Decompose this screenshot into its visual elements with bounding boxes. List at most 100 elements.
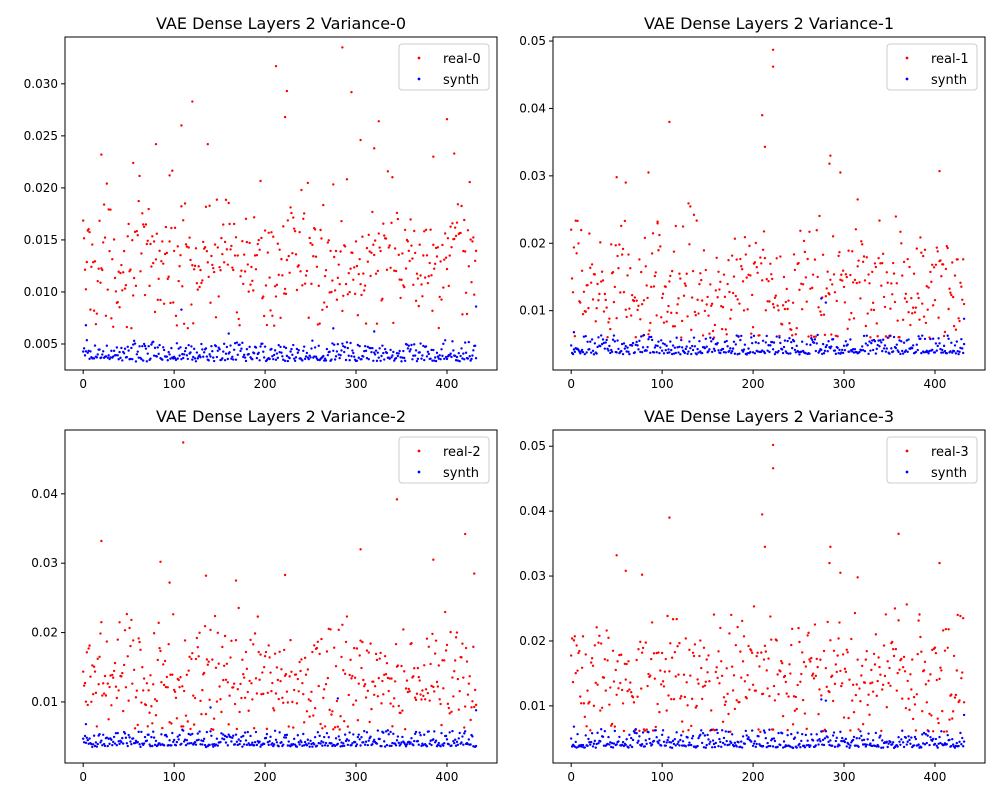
point: [600, 280, 603, 283]
point: [883, 305, 887, 309]
point: [845, 745, 848, 748]
point: [467, 340, 471, 344]
point: [389, 730, 392, 734]
point: [755, 742, 758, 746]
point: [229, 248, 232, 251]
point: [190, 741, 193, 745]
point: [672, 742, 676, 746]
point: [116, 638, 119, 641]
point: [333, 646, 336, 649]
point: [203, 743, 207, 747]
point: [217, 295, 220, 298]
point: [295, 745, 299, 748]
point: [941, 709, 944, 713]
point: [370, 251, 373, 254]
point: [597, 641, 600, 644]
point: [324, 741, 328, 745]
point: [359, 548, 362, 551]
point: [914, 306, 918, 309]
point: [821, 729, 825, 733]
point: [962, 302, 966, 306]
point: [211, 263, 214, 267]
point: [919, 635, 922, 639]
point: [808, 230, 811, 234]
point: [578, 350, 581, 353]
point: [386, 170, 390, 173]
point: [302, 744, 306, 747]
point: [630, 293, 634, 297]
point: [579, 228, 583, 232]
point: [652, 739, 656, 743]
y-tick-label: 0.025: [24, 129, 58, 143]
point: [629, 267, 632, 270]
point: [833, 349, 837, 352]
point: [333, 343, 336, 346]
point: [473, 293, 476, 296]
point: [450, 744, 453, 747]
point: [130, 327, 133, 330]
point: [781, 746, 785, 749]
point: [576, 669, 579, 672]
point: [895, 689, 898, 692]
point: [91, 692, 95, 696]
point: [737, 741, 740, 744]
point: [338, 282, 341, 286]
point: [733, 741, 737, 745]
point: [856, 658, 859, 661]
point: [641, 646, 645, 650]
point: [870, 341, 873, 345]
point: [604, 341, 607, 344]
point: [307, 357, 310, 361]
point: [689, 205, 692, 208]
point: [649, 321, 652, 325]
point: [353, 646, 356, 650]
legend-box: [886, 43, 978, 91]
y-tick-label: 0.01: [519, 699, 546, 713]
point: [921, 302, 924, 305]
point: [473, 705, 476, 709]
point: [431, 632, 434, 636]
point: [637, 348, 640, 351]
point: [283, 115, 287, 119]
point: [102, 350, 105, 353]
point: [452, 739, 455, 743]
point: [401, 735, 404, 739]
point: [610, 722, 614, 726]
point: [345, 738, 349, 741]
point: [813, 258, 817, 261]
point: [129, 740, 132, 743]
point: [400, 664, 403, 668]
point: [871, 739, 875, 742]
point: [264, 284, 268, 287]
point: [958, 740, 961, 744]
point: [351, 349, 354, 352]
point: [853, 611, 857, 615]
point: [354, 240, 358, 243]
point: [383, 347, 387, 351]
point: [741, 280, 745, 283]
point: [403, 359, 407, 363]
point: [468, 675, 471, 678]
point: [438, 295, 441, 299]
point: [809, 744, 812, 747]
point: [161, 240, 164, 243]
point: [301, 359, 304, 362]
point: [165, 355, 169, 358]
point: [180, 124, 183, 127]
point: [961, 351, 965, 355]
point: [318, 322, 321, 325]
point: [474, 709, 478, 712]
point: [580, 666, 584, 670]
point: [607, 735, 610, 739]
point: [252, 727, 256, 730]
point: [837, 351, 840, 355]
point: [861, 743, 865, 746]
point: [706, 295, 709, 299]
point: [196, 357, 199, 360]
point: [449, 225, 452, 228]
point: [82, 237, 86, 240]
point: [838, 250, 841, 254]
point: [422, 254, 425, 257]
point: [654, 725, 657, 729]
point: [93, 344, 97, 347]
